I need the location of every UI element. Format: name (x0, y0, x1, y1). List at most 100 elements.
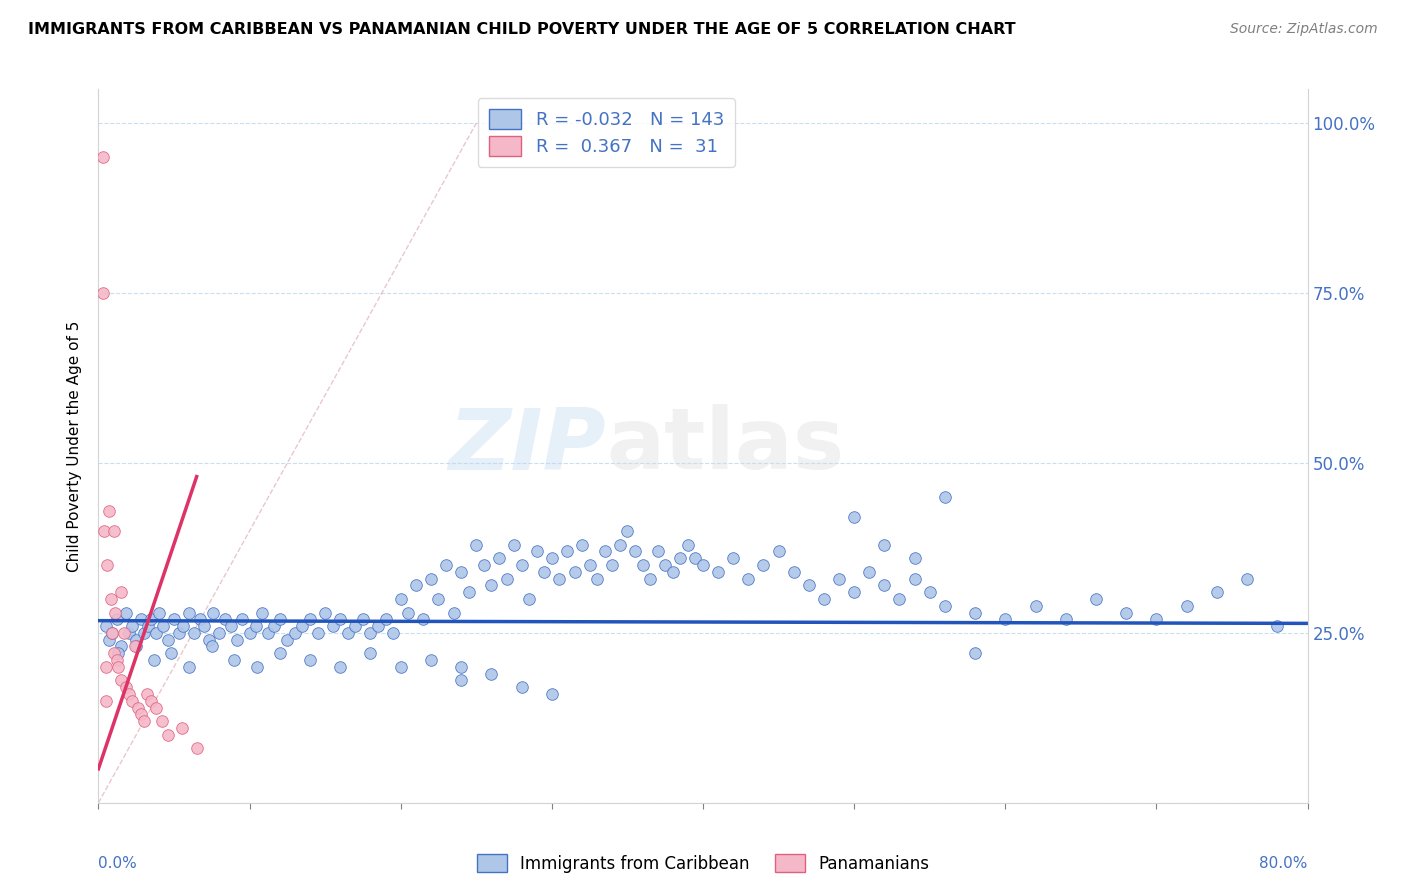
Point (276, 632, 298, 647)
Point (412, 612, 434, 626)
Point (578, 558, 600, 572)
Point (465, 537, 488, 551)
Point (121, 694, 143, 708)
Point (405, 578, 427, 592)
Point (114, 606, 136, 620)
Point (602, 558, 624, 572)
Point (420, 653, 443, 667)
Point (396, 606, 419, 620)
Point (141, 694, 163, 708)
Point (202, 606, 225, 620)
Point (269, 612, 291, 626)
Point (737, 572, 759, 586)
Point (100, 591, 122, 606)
Point (125, 640, 148, 654)
Point (1085, 591, 1108, 606)
Point (121, 619, 143, 633)
Text: ZIP: ZIP (449, 404, 606, 488)
Point (555, 544, 578, 558)
Point (197, 632, 219, 647)
Point (98, 503, 121, 517)
Point (450, 660, 472, 674)
Legend: Immigrants from Caribbean, Panamanians: Immigrants from Caribbean, Panamanians (470, 847, 936, 880)
Point (427, 591, 450, 606)
Point (250, 606, 273, 620)
Point (94, 694, 117, 708)
Point (193, 619, 215, 633)
Text: 80.0%: 80.0% (1260, 856, 1308, 871)
Point (481, 578, 503, 592)
Point (904, 551, 927, 566)
Point (965, 606, 987, 620)
Point (723, 551, 745, 566)
Point (367, 619, 389, 633)
Point (94, 660, 117, 674)
Point (231, 612, 253, 626)
Point (129, 612, 152, 626)
Point (1115, 606, 1137, 620)
Point (1024, 599, 1046, 613)
Point (889, 591, 911, 606)
Point (118, 687, 141, 701)
Point (135, 687, 157, 701)
Point (510, 680, 533, 694)
Point (586, 572, 609, 586)
Point (517, 591, 540, 606)
Point (965, 646, 987, 660)
Point (676, 537, 699, 551)
Point (382, 626, 405, 640)
Point (768, 544, 790, 558)
Point (389, 591, 412, 606)
Point (360, 626, 382, 640)
Point (844, 510, 866, 524)
Point (91, 286, 114, 301)
Point (389, 660, 412, 674)
Point (103, 524, 125, 538)
Point (110, 585, 132, 599)
Point (96, 558, 118, 572)
Point (170, 721, 193, 735)
Point (112, 626, 135, 640)
Point (797, 578, 820, 592)
Point (783, 565, 806, 579)
Point (156, 632, 179, 647)
Point (226, 632, 249, 647)
Legend: R = -0.032   N = 143, R =  0.367   N =  31: R = -0.032 N = 143, R = 0.367 N = 31 (478, 98, 735, 167)
Point (104, 606, 127, 620)
Point (692, 558, 714, 572)
Point (638, 572, 661, 586)
Point (828, 572, 851, 586)
Point (239, 626, 262, 640)
Point (1175, 599, 1198, 613)
Point (93, 524, 115, 538)
Text: Source: ZipAtlas.com: Source: ZipAtlas.com (1230, 22, 1378, 37)
Point (125, 632, 148, 647)
Point (457, 585, 479, 599)
Point (336, 626, 359, 640)
Point (105, 612, 128, 626)
Point (103, 646, 125, 660)
Point (918, 585, 941, 599)
Point (609, 537, 631, 551)
Point (904, 572, 927, 586)
Point (934, 599, 956, 613)
Y-axis label: Child Poverty Under the Age of 5: Child Poverty Under the Age of 5 (67, 320, 83, 572)
Point (450, 673, 472, 688)
Point (858, 565, 880, 579)
Point (360, 646, 382, 660)
Point (143, 653, 166, 667)
Point (124, 640, 146, 654)
Point (1144, 612, 1167, 626)
Point (503, 537, 526, 551)
Point (136, 619, 159, 633)
Point (488, 551, 510, 566)
Point (269, 646, 291, 660)
Point (101, 626, 124, 640)
Point (329, 660, 352, 674)
Point (221, 619, 243, 633)
Point (662, 565, 685, 579)
Point (1236, 572, 1258, 586)
Point (284, 626, 307, 640)
Point (481, 666, 503, 681)
Point (654, 558, 676, 572)
